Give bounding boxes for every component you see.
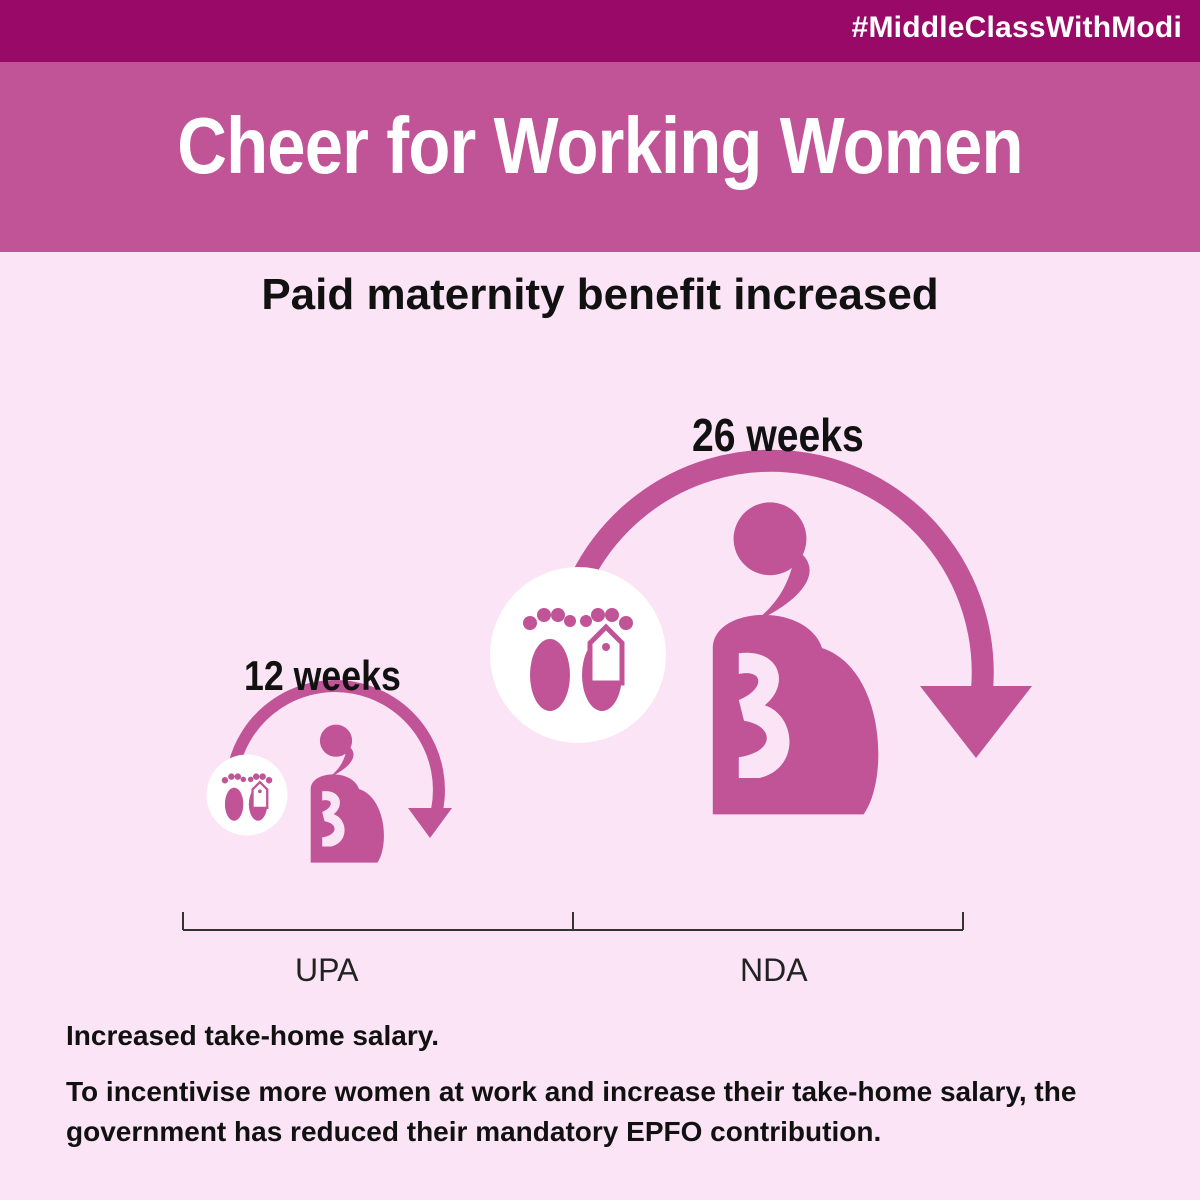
nda-weeks-label: 26 weeks xyxy=(692,409,864,461)
note-body: To incentivise more women at work and in… xyxy=(66,1076,1077,1147)
baby-feet-tag-icon xyxy=(205,753,289,837)
page-title: Cheer for Working Women xyxy=(177,101,1023,190)
hashtag: #MiddleClassWithModi xyxy=(851,11,1182,44)
nda-cycle-icon xyxy=(490,449,1032,815)
nda-label: NDA xyxy=(740,952,808,988)
upa-cycle-icon xyxy=(205,680,452,863)
pregnant-woman-icon xyxy=(310,724,384,863)
pregnant-woman-icon xyxy=(712,502,879,815)
note-heading: Increased take-home salary. xyxy=(66,1020,440,1051)
subtitle: Paid maternity benefit increased xyxy=(261,270,939,319)
cycle-arrow-icon xyxy=(408,808,452,838)
cycle-arrow-icon xyxy=(920,686,1032,758)
timeline-axis xyxy=(182,912,964,931)
title-bar xyxy=(0,62,1200,252)
upa-weeks-label: 12 weeks xyxy=(244,652,401,699)
upa-label: UPA xyxy=(295,952,359,988)
baby-feet-tag-icon xyxy=(490,567,666,743)
top-bar: #MiddleClassWithModi xyxy=(0,0,1200,62)
